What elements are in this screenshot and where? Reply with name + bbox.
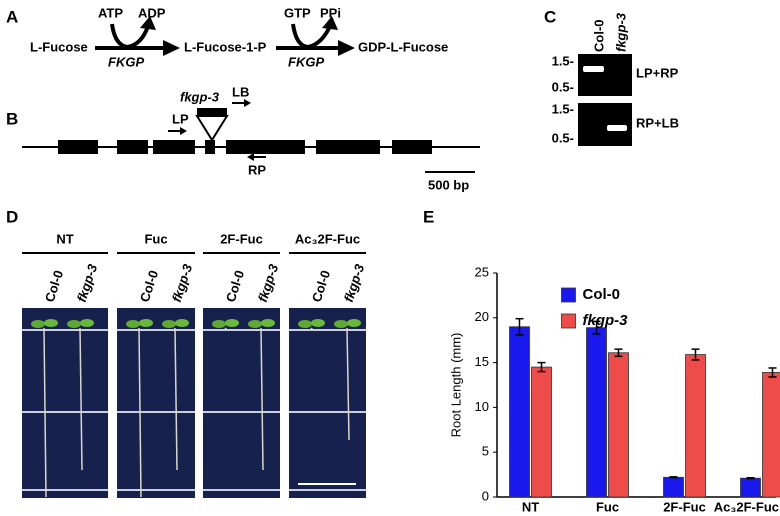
leaf: [248, 320, 262, 328]
genotype-label: Col-0: [309, 268, 333, 304]
bar: [740, 477, 761, 498]
leaf: [334, 320, 348, 328]
root: [346, 327, 350, 441]
panel-d: NT Col-0 fkgp-3 Fuc Col-0 fkgp-3 2F-Fuc Col-0 fk…: [22, 231, 367, 498]
lane-label: fkgp-3: [613, 12, 628, 52]
root: [79, 327, 83, 471]
leaf: [212, 320, 226, 328]
genotype-label: fkgp-3: [255, 262, 282, 304]
genotype-label: Col-0: [42, 268, 66, 304]
size-marker: 0.5-: [552, 130, 574, 145]
size-marker: 1.5-: [552, 53, 574, 68]
enzyme: FKGP: [108, 54, 144, 69]
panel-label: D: [6, 207, 18, 226]
x-tick-label: NT: [522, 499, 539, 514]
metabolite: L-Fucose-1-P: [184, 39, 267, 54]
root: [138, 327, 142, 498]
bar: [509, 326, 530, 498]
leaf: [225, 319, 239, 327]
allele-label: fkgp-3: [180, 89, 220, 104]
metabolite: L-Fucose: [30, 39, 88, 54]
size-marker: 0.5-: [552, 79, 574, 94]
bar: [762, 372, 780, 498]
root: [224, 327, 228, 331]
treatment-label: NT: [56, 231, 73, 246]
leaf: [175, 319, 189, 327]
treatment-label: 2F-Fuc: [220, 231, 263, 246]
x-tick-label: Ac₃2F-Fuc: [714, 499, 779, 514]
x-tick-label: 2F-Fuc: [663, 499, 706, 514]
root: [260, 327, 264, 471]
size-marker: 1.5-: [552, 101, 574, 116]
primer-pair: LP+RP: [636, 65, 679, 80]
leaf: [347, 319, 361, 327]
seedling-photo: [22, 308, 108, 498]
leaf: [162, 320, 176, 328]
cofactor: ATP: [98, 5, 123, 20]
y-axis-label: Root Length (mm): [448, 333, 463, 438]
legend-label: fkgp-3: [583, 312, 629, 329]
primer-label: LB: [232, 84, 249, 99]
panel-e: Root Length (mm) 0 5 10 15 20 25 NT Fuc 2F-Fuc Ac…: [448, 264, 780, 514]
panel-label: A: [6, 7, 18, 26]
leaf: [80, 319, 94, 327]
enzyme: FKGP: [288, 54, 324, 69]
leaf: [31, 320, 45, 328]
genotype-label: fkgp-3: [169, 262, 196, 304]
bar: [531, 366, 552, 498]
gene-model: [22, 99, 480, 173]
seedling-photo: [289, 308, 366, 498]
bar: [663, 476, 684, 498]
genotype-label: fkgp-3: [74, 262, 101, 304]
leaf: [44, 319, 58, 327]
seedling-photo: [117, 308, 195, 498]
leaf: [311, 319, 325, 327]
primer-label: LP: [172, 111, 189, 126]
scale-bar-label: 500 bp: [428, 177, 469, 192]
metabolite: GDP-L-Fucose: [358, 39, 448, 54]
leaf: [298, 320, 312, 328]
genotype-label: Col-0: [223, 268, 247, 304]
bar: [608, 352, 629, 498]
genotype-label: Col-0: [137, 268, 161, 304]
panel-label: E: [423, 207, 434, 226]
cofactor: PPi: [320, 5, 341, 20]
gels: [578, 54, 632, 146]
bar: [586, 327, 607, 498]
y-tick-label: 15: [475, 354, 489, 369]
legend-label: Col-0: [583, 286, 621, 303]
y-tick-label: 5: [482, 444, 489, 459]
primer-pair: RP+LB: [636, 115, 679, 130]
arrowheads: [140, 16, 355, 56]
root: [310, 327, 314, 331]
root: [174, 327, 178, 471]
treatment-label: Fuc: [144, 231, 167, 246]
cofactor: ADP: [138, 5, 166, 20]
x-tick-label: Fuc: [596, 499, 619, 514]
seedling-photo: [203, 308, 280, 498]
leaf: [139, 319, 153, 327]
y-tick-label: 20: [475, 309, 489, 324]
primer-label: RP: [248, 162, 266, 177]
cofactor: GTP: [284, 5, 311, 20]
root: [43, 327, 47, 498]
bar: [685, 354, 706, 498]
lane-label: Col-0: [591, 20, 606, 53]
leaf: [261, 319, 275, 327]
genotype-label: fkgp-3: [341, 262, 368, 304]
treatment-label: Ac₃2F-Fuc: [295, 231, 360, 246]
panel-label: B: [6, 109, 18, 128]
y-tick-label: 10: [475, 399, 489, 414]
panel-label: C: [544, 7, 556, 26]
legend-swatch: [561, 287, 576, 303]
leaf: [126, 320, 140, 328]
legend-swatch: [561, 313, 576, 329]
leaf: [67, 320, 81, 328]
y-tick-label: 0: [482, 488, 489, 503]
y-tick-label: 25: [475, 264, 489, 279]
